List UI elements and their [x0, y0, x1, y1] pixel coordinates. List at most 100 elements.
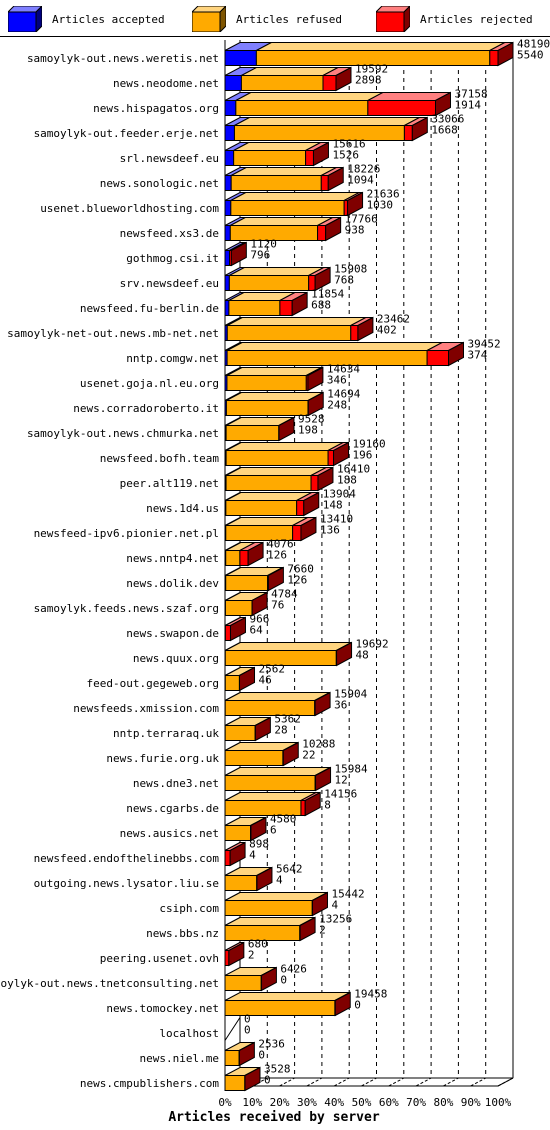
category-label: news.nntp4.net: [126, 552, 219, 565]
floor-tick: [415, 1077, 432, 1087]
bar-empty: [224, 1017, 241, 1041]
bar-side: [229, 616, 246, 642]
bar-side: [239, 666, 256, 692]
floor-tick: [497, 1077, 514, 1087]
total-value-label: 898: [249, 838, 269, 851]
bar-front: [296, 500, 305, 516]
x-tick-label: 100%: [485, 1096, 512, 1109]
bar-front: [228, 275, 310, 291]
bar-front: [224, 75, 242, 91]
legend-swatch-rejected: [376, 6, 410, 32]
accepted-value-label: 136: [320, 524, 340, 537]
total-value-label: 15984: [335, 763, 368, 776]
bar-top: [224, 767, 331, 776]
category-label: news.dolik.dev: [126, 577, 219, 590]
bar-side: [256, 866, 273, 892]
bar-front: [300, 800, 306, 816]
bar-top: [226, 367, 322, 376]
accepted-value-label: 402: [377, 324, 397, 337]
total-value-label: 19592: [355, 63, 388, 76]
bar-segment-articles-refused: [224, 742, 299, 766]
bar-segment-articles-refused: [224, 642, 352, 666]
x-tick-label: 60%: [379, 1096, 399, 1109]
total-value-label: 3528: [264, 1063, 291, 1076]
total-value-label: 13256: [319, 913, 352, 926]
category-label: nntp.comgw.net: [126, 352, 219, 365]
total-value-label: 14634: [327, 363, 360, 376]
bar-segment-articles-refused: [225, 517, 308, 541]
bar-front: [403, 125, 413, 141]
bar-top: [224, 892, 328, 901]
accepted-value-label: 28: [274, 724, 287, 737]
bar-side: [312, 141, 329, 167]
x-tick-label: 30%: [297, 1096, 317, 1109]
accepted-value-label: 4: [249, 849, 256, 862]
bar-side: [254, 716, 271, 742]
total-value-label: 10288: [302, 738, 335, 751]
bar-front: [224, 950, 230, 966]
x-tick-label: 70%: [406, 1096, 426, 1109]
bar-top: [226, 392, 324, 401]
bar-front: [367, 100, 437, 116]
bar-side: [291, 291, 308, 317]
total-value-label: 39452: [467, 338, 500, 351]
bar-front: [224, 850, 231, 866]
accepted-value-label: 4: [331, 899, 338, 912]
x-tick-label: 0%: [218, 1096, 232, 1109]
bar-side: [327, 166, 344, 192]
category-label: news.cmpublishers.com: [80, 1077, 219, 1090]
category-label: news.sonologic.net: [100, 177, 219, 190]
bar-side: [325, 216, 342, 242]
total-value-label: 0: [244, 1013, 251, 1026]
bar-front: [292, 525, 302, 541]
bar-front: [225, 550, 241, 566]
total-value-label: 9528: [298, 413, 325, 426]
legend: Articles accepted Articles refused Artic…: [0, 0, 550, 36]
bar-side: [230, 241, 247, 267]
floor-tick: [306, 1077, 323, 1087]
accepted-value-label: 198: [298, 424, 318, 437]
category-label: localhost: [159, 1027, 219, 1040]
category-label: newsfeeds.xmission.com: [73, 702, 219, 715]
accepted-value-label: 1914: [455, 99, 482, 112]
bar-segment-articles-refused: [233, 117, 420, 141]
category-label: samoylyk-out.news.weretis.net: [27, 52, 219, 65]
bar-top: [235, 92, 384, 101]
bar-front: [224, 150, 235, 166]
accepted-value-label: 688: [311, 299, 331, 312]
total-value-label: 4580: [270, 813, 297, 826]
value-labels: 4819055401959228983715819143306616681561…: [244, 38, 550, 1087]
bar-side: [333, 441, 350, 467]
bar-side: [307, 391, 324, 417]
bar-side: [335, 66, 352, 92]
bar-segment-articles-refused: [230, 167, 337, 191]
category-label: gothmog.csi.it: [126, 252, 219, 265]
floor-tick: [470, 1077, 486, 1087]
bar-top: [230, 217, 333, 226]
bar-front: [240, 75, 324, 91]
category-label: news.cgarbs.de: [126, 802, 219, 815]
bar-segment-articles-refused: [225, 567, 283, 591]
bar-top: [225, 467, 327, 476]
x-tick-labels: 0% 10% 20% 30% 40% 50% 60% 70% 80% 90% 100%: [218, 1096, 511, 1109]
bar-front: [224, 825, 252, 841]
accepted-value-label: 2898: [355, 74, 382, 87]
category-label: news.quux.org: [133, 652, 219, 665]
total-value-label: 5362: [274, 713, 301, 726]
bar-front: [225, 500, 298, 516]
bar-segment-articles-refused: [233, 142, 321, 166]
accepted-value-label: 148: [323, 499, 343, 512]
legend-label-refused: Articles refused: [236, 13, 342, 26]
category-label: news.furie.org.uk: [106, 752, 219, 765]
bar-front: [225, 425, 280, 441]
bar-side: [229, 841, 246, 867]
category-label: samoylyk-out.feeder.erje.net: [34, 127, 219, 140]
bar-top: [224, 992, 351, 1001]
bar-front: [224, 675, 240, 691]
floor-tick: [333, 1077, 350, 1087]
bar-side: [311, 891, 328, 917]
bar-front: [226, 325, 352, 341]
bar-front: [224, 175, 232, 191]
bar-side: [314, 691, 331, 717]
total-value-label: 4784: [271, 588, 298, 601]
